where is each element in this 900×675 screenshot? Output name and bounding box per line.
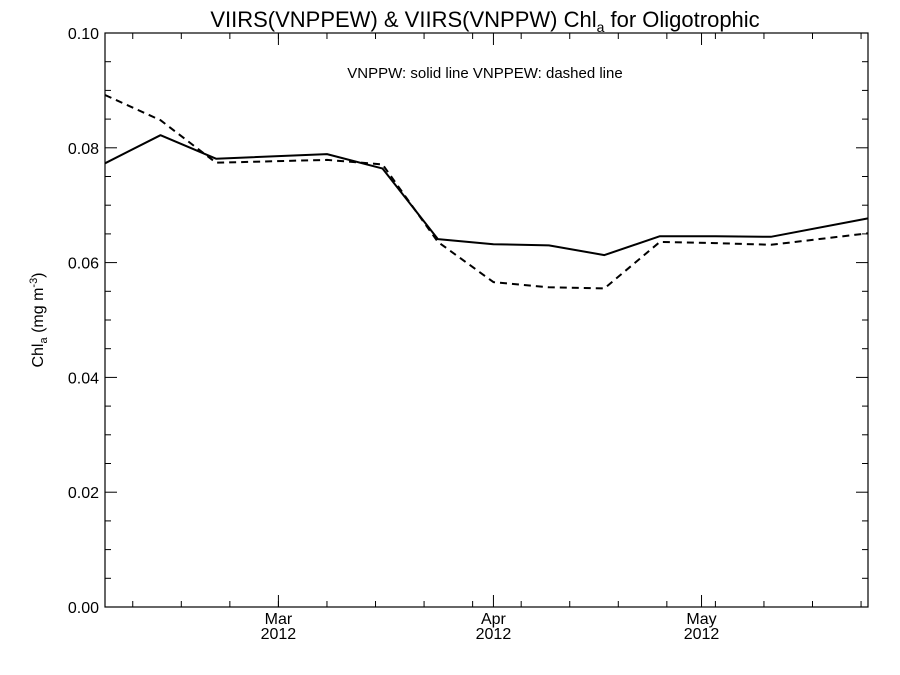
- y-axis-label: Chla (mg m-3): [28, 272, 50, 367]
- x-tick-label-month: Apr: [481, 611, 507, 628]
- series-line-vnppew: [104, 94, 869, 290]
- y-tick-label: 0.02: [68, 485, 99, 502]
- series-line-vnppw: [104, 134, 869, 257]
- x-tick-label-month: May: [686, 611, 716, 628]
- y-tick-label: 0.04: [68, 370, 99, 387]
- x-tick-label-year: 2012: [261, 626, 297, 643]
- plot-frame: [104, 32, 869, 608]
- y-tick-label: 0.06: [68, 256, 99, 273]
- y-tick-label: 0.08: [68, 141, 99, 158]
- chart-title: VIIRS(VNPPEW) & VIIRS(VNPPW) Chla for Ol…: [210, 7, 759, 35]
- y-tick-label: 0.10: [68, 26, 99, 43]
- legend-text: VNPPW: solid line VNPPEW: dashed line: [347, 65, 622, 82]
- y-axis: 0.00 0.02 0.04 0.06 0.08 0.10: [68, 26, 868, 617]
- series-layer: [104, 94, 869, 290]
- y-tick-label: 0.00: [68, 600, 99, 617]
- x-tick-label-month: Mar: [265, 611, 293, 628]
- x-tick-label-year: 2012: [476, 626, 512, 643]
- x-tick-label-year: 2012: [684, 626, 720, 643]
